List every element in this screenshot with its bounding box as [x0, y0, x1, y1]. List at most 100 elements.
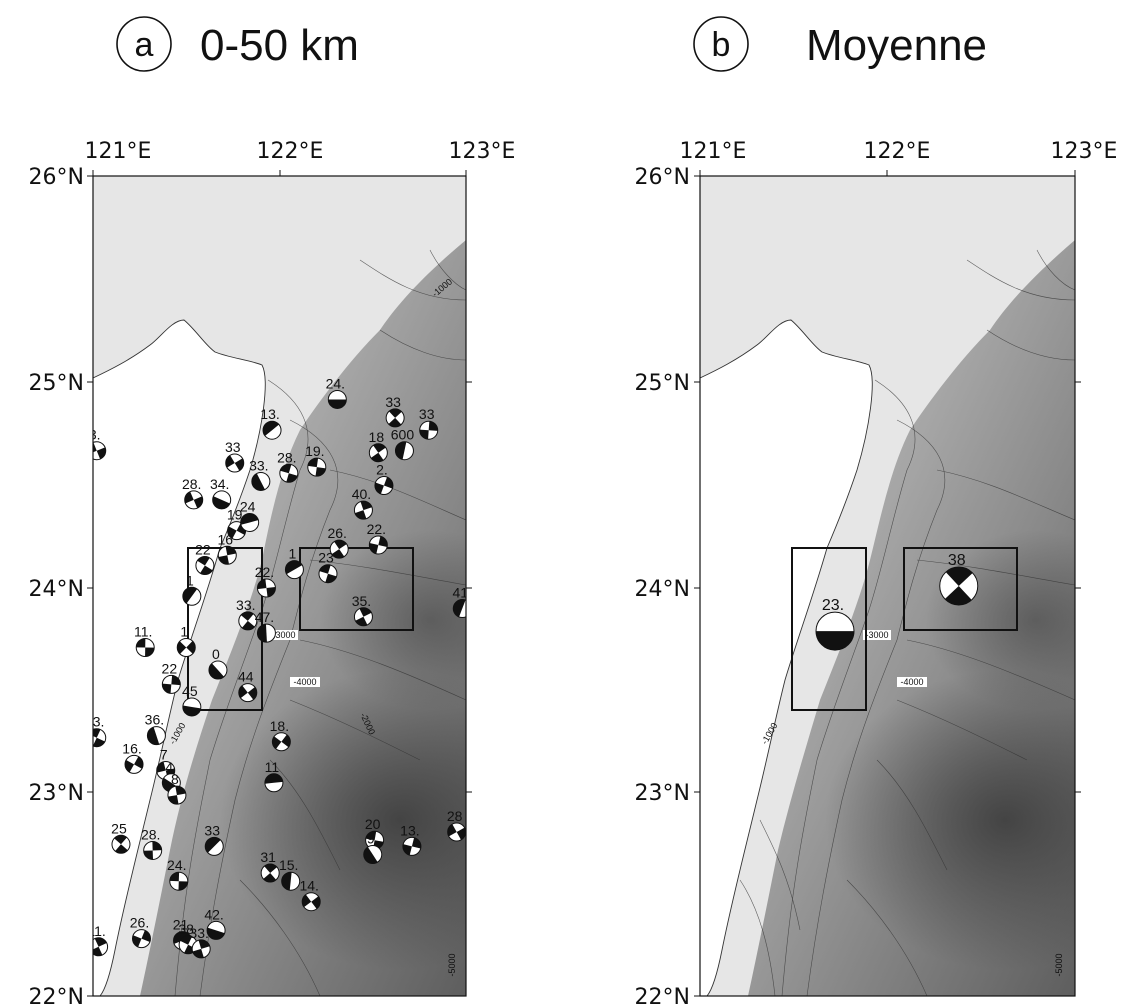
- focal-mechanism: [307, 457, 327, 477]
- focal-mechanism: [191, 939, 211, 959]
- event-depth-label: 33: [225, 439, 241, 455]
- focal-mechanism: [353, 500, 373, 520]
- event-depth-label: 28.: [182, 476, 201, 492]
- focal-mechanism: [284, 560, 304, 580]
- focal-mechanism: [363, 845, 383, 865]
- event-depth-label: 31: [260, 849, 276, 865]
- event-depth-label: 26.: [327, 525, 346, 541]
- focal-mechanism: [256, 623, 276, 643]
- focal-mechanism: [212, 490, 232, 510]
- focal-mechanism: [182, 697, 202, 717]
- focal-mechanism: [939, 566, 979, 606]
- focal-mechanism: [184, 490, 204, 510]
- focal-mechanism: [240, 512, 260, 532]
- focal-mechanism: [279, 463, 299, 483]
- event-depth-label: 18: [369, 429, 385, 445]
- focal-mechanism: [238, 611, 258, 631]
- taiwan-land: [93, 176, 266, 996]
- contour-label: -5000: [447, 953, 457, 976]
- focal-mechanism: [93, 728, 107, 748]
- event-depth-label: 2.: [376, 462, 388, 478]
- focal-mechanism: [452, 599, 466, 619]
- event-depth-label: 33: [385, 394, 401, 410]
- contour-label: -3000: [272, 630, 295, 640]
- event-depth-label: 3.: [89, 427, 101, 443]
- event-depth-label: 26.: [130, 915, 149, 931]
- event-depth-label: 36.: [145, 712, 164, 728]
- event-depth-label: 33: [204, 822, 220, 838]
- event-depth-label: 11.: [87, 923, 105, 939]
- focal-mechanism: [353, 607, 373, 627]
- focal-mechanism: [447, 822, 466, 842]
- event-depth-label: 33.: [236, 597, 255, 613]
- event-depth-label: 11: [265, 759, 280, 775]
- event-depth-label: 28.: [141, 826, 160, 842]
- focal-mechanism: [167, 785, 187, 805]
- focal-mechanism: [206, 920, 226, 940]
- lon-tick-label: 121°E: [680, 139, 747, 164]
- lon-tick-label: 122°E: [864, 139, 931, 164]
- event-depth-label: 16.: [122, 740, 141, 756]
- focal-mechanism: [256, 578, 276, 598]
- event-depth-label: 18.: [270, 718, 289, 734]
- panel-a-badge-circle: [116, 16, 172, 72]
- event-depth-label: 1: [180, 624, 188, 640]
- focal-mechanism: [169, 871, 189, 891]
- event-depth-label: 33: [419, 406, 435, 422]
- lat-tick-label: 25°N: [635, 371, 690, 396]
- focal-mechanism: [271, 732, 291, 752]
- focal-mechanism: [238, 683, 258, 703]
- event-depth-label: 47.: [255, 609, 274, 625]
- focal-mechanism: [815, 611, 855, 651]
- panel-a-badge: a: [135, 26, 154, 64]
- focal-mechanism: [143, 840, 163, 860]
- focal-mechanism: [385, 408, 405, 428]
- panel-b-map: -3000 -4000 -1000 -5000 23.38: [700, 176, 1075, 996]
- panel-b-lat-axis: 26°N 25°N 24°N 23°N 22°N: [635, 165, 1081, 1008]
- focal-mechanism: [225, 453, 245, 473]
- focal-mechanism: [204, 836, 224, 856]
- event-depth-label: 28: [447, 808, 463, 824]
- lat-tick-label: 22°N: [635, 985, 690, 1008]
- event-depth-label: 8: [171, 771, 179, 787]
- panel-b-badge-circle: [693, 16, 749, 72]
- focal-mechanism: [368, 535, 388, 555]
- focal-mechanism: [111, 834, 131, 854]
- contour-label: -5000: [1054, 953, 1064, 976]
- event-depth-label: 19.: [305, 443, 324, 459]
- lon-tick-label: 122°E: [257, 139, 324, 164]
- event-depth-label: 33.: [249, 457, 268, 473]
- event-depth-label: 16: [217, 531, 233, 547]
- event-depth-label: 23.: [822, 597, 844, 614]
- event-depth-label: 40.: [352, 486, 371, 502]
- panel-a-title: 0-50 km: [200, 21, 359, 70]
- focal-mechanism: [374, 476, 394, 496]
- focal-mechanism: [217, 545, 237, 565]
- lon-tick-label: 121°E: [85, 139, 152, 164]
- focal-mechanism: [368, 443, 388, 463]
- event-depth-label: 25: [111, 820, 127, 836]
- focal-mechanism: [262, 420, 282, 440]
- panel-a-lon-axis: 121°E 122°E 123°E: [85, 139, 515, 176]
- focal-mechanism: [146, 726, 166, 746]
- event-depth-label: 4: [165, 759, 173, 775]
- focal-mechanism: [260, 863, 280, 883]
- panel-b-focal-mechanisms: 23.38: [815, 552, 979, 651]
- focal-mechanism: [251, 471, 271, 491]
- focal-mechanism: [93, 937, 109, 957]
- focal-mechanism: [281, 871, 301, 891]
- event-depth-label: 22: [195, 542, 211, 558]
- event-depth-label: 23: [318, 550, 334, 566]
- panel-b-title: Moyenne: [806, 21, 987, 70]
- event-depth-label: 28.: [277, 449, 296, 465]
- focal-mechanism: [182, 586, 202, 606]
- contour-label: -3000: [865, 630, 888, 640]
- event-depth-label: 41: [452, 585, 468, 601]
- lat-tick-label: 26°N: [29, 165, 84, 190]
- event-depth-label: 14.: [299, 878, 318, 894]
- focal-mechanism: [327, 389, 347, 409]
- lat-tick-label: 22°N: [29, 985, 84, 1008]
- event-depth-label: 35.: [352, 593, 371, 609]
- event-depth-label: 13.: [400, 822, 419, 838]
